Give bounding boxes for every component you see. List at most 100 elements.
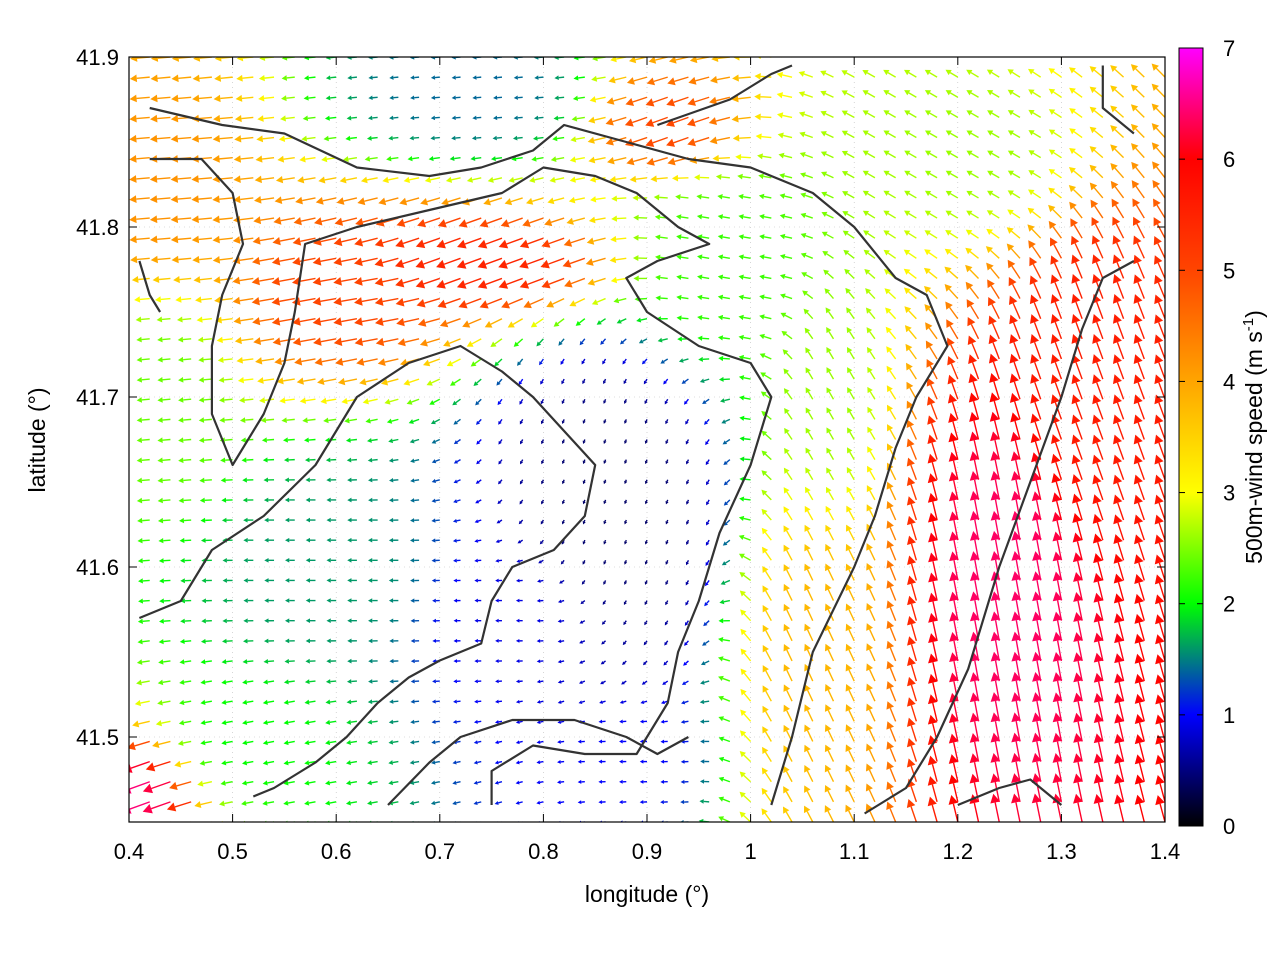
wind-arrow: [1134, 774, 1145, 803]
wind-arrow-head: [738, 534, 745, 541]
wind-arrow-shaft: [225, 740, 233, 744]
wind-arrow-shaft: [205, 660, 212, 663]
wind-arrow-head: [739, 571, 746, 578]
wind-arrow-head: [866, 623, 874, 631]
wind-arrow: [515, 760, 523, 765]
wind-arrow-head: [824, 724, 832, 732]
wind-arrow-shaft: [1056, 680, 1063, 702]
wind-arrow-head: [927, 796, 937, 807]
wind-arrow-shaft: [129, 258, 130, 260]
wind-arrow-head: [495, 539, 500, 543]
wind-arrow-head: [557, 700, 562, 704]
wind-arrow-head: [304, 800, 310, 806]
wind-arrow-head: [866, 643, 874, 652]
wind-arrow-head: [263, 658, 269, 664]
wind-arrow-shaft: [827, 549, 835, 561]
wind-arrow-head: [137, 618, 143, 624]
wind-arrow-shaft: [764, 531, 772, 541]
wind-arrow-head: [603, 521, 607, 525]
wind-arrow-head: [761, 808, 768, 816]
wind-arrow-head: [200, 638, 206, 644]
wind-arrow-shaft: [413, 801, 420, 804]
wind-arrow-head: [367, 739, 372, 745]
wind-arrow-head: [660, 800, 664, 805]
wind-arrow: [644, 519, 648, 525]
wind-arrow-head: [969, 732, 980, 743]
wind-arrow: [643, 660, 648, 666]
wind-arrow-head: [824, 704, 832, 712]
wind-arrow-head: [515, 699, 520, 704]
wind-arrow-shaft: [168, 821, 171, 822]
wind-arrow-head: [1093, 553, 1103, 564]
wind-arrow: [129, 479, 130, 481]
wind-arrow-head: [866, 543, 873, 551]
wind-arrow-head: [886, 761, 894, 770]
wind-arrow: [598, 800, 606, 805]
wind-arrow-head: [762, 665, 769, 673]
wind-arrow-shaft: [743, 754, 752, 763]
wind-arrow-head: [409, 780, 415, 786]
wind-arrow: [388, 517, 399, 523]
wind-arrow-head: [783, 786, 790, 794]
wind-arrow: [409, 760, 420, 765]
wind-arrow: [158, 537, 171, 544]
wind-arrow-head: [388, 517, 394, 523]
wind-arrow-shaft: [309, 680, 316, 683]
wind-arrow-head: [368, 618, 373, 624]
wind-arrow-head: [990, 793, 1001, 804]
wind-arrow-head: [177, 740, 184, 746]
wind-arrow: [990, 651, 1001, 682]
wind-arrow-shaft: [604, 419, 607, 422]
wind-arrow-shaft: [350, 781, 358, 784]
wind-arrow-head: [762, 605, 769, 613]
wind-arrow-shaft: [329, 740, 337, 744]
wind-arrow-shaft: [1097, 762, 1104, 782]
wind-arrow-head: [536, 740, 541, 745]
wind-arrow-head: [325, 740, 331, 746]
wind-arrow: [264, 537, 275, 543]
wind-arrow-head: [804, 785, 811, 793]
wind-arrow: [262, 780, 275, 786]
wind-arrow: [577, 779, 585, 784]
wind-arrow: [581, 580, 586, 585]
wind-arrow-shaft: [1036, 519, 1042, 541]
wind-arrow-shaft: [974, 559, 980, 581]
wind-arrow: [665, 580, 669, 586]
wind-arrow-head: [158, 638, 164, 645]
wind-arrow-shaft: [910, 603, 918, 621]
wind-arrow: [1114, 653, 1125, 682]
wind-arrow: [389, 638, 399, 644]
wind-arrow: [577, 739, 585, 744]
wind-arrow-head: [453, 638, 458, 643]
wind-arrow-shaft: [129, 338, 130, 340]
wind-arrow-shaft: [329, 781, 337, 784]
wind-arrow-shaft: [541, 519, 545, 523]
wind-arrow: [969, 651, 980, 682]
wind-arrow: [644, 560, 648, 565]
wind-arrow: [474, 659, 482, 663]
wind-arrow: [907, 535, 918, 561]
wind-arrow-shaft: [560, 801, 565, 804]
wind-arrow: [824, 724, 835, 742]
wind-arrow: [927, 755, 938, 782]
wind-arrow-shaft: [827, 810, 835, 822]
wind-arrow: [367, 760, 378, 766]
wind-arrow-shaft: [183, 418, 192, 421]
wind-arrow-shaft: [581, 640, 586, 643]
wind-arrow-shaft: [134, 740, 150, 747]
wind-arrow-head: [927, 776, 937, 786]
wind-arrow-shaft: [1015, 741, 1021, 762]
wind-arrow: [129, 278, 130, 280]
wind-arrow-shaft: [765, 610, 772, 622]
wind-arrow-shaft: [560, 660, 565, 663]
wind-arrow: [804, 524, 814, 541]
wind-arrow-shaft: [1077, 580, 1083, 601]
wind-arrow-head: [1113, 593, 1124, 604]
wind-arrow-shaft: [540, 579, 544, 582]
wind-arrow-shaft: [183, 499, 192, 502]
wind-arrow-head: [762, 705, 769, 714]
wind-arrow: [824, 563, 835, 581]
wind-arrow-shaft: [1118, 702, 1125, 722]
wind-arrow-head: [1154, 534, 1164, 545]
wind-arrow-head: [969, 773, 980, 784]
